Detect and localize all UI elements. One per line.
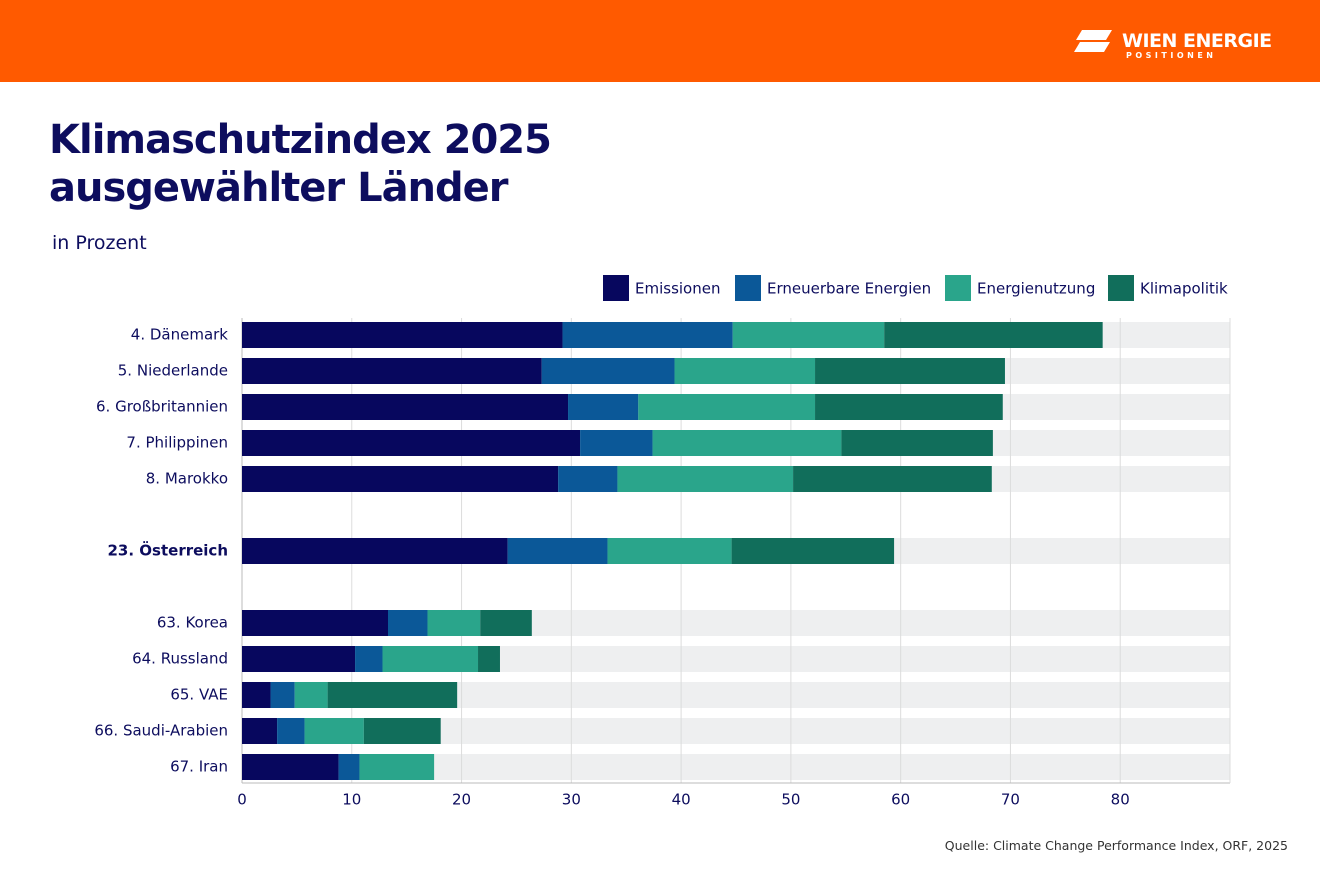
source-note: Quelle: Climate Change Performance Index…	[944, 838, 1288, 853]
legend-label: Emissionen	[635, 280, 720, 298]
header-band	[0, 0, 1320, 82]
bar-segment	[607, 538, 732, 564]
bar-segment	[242, 358, 542, 384]
y-tick-label: 5. Niederlande	[118, 362, 228, 380]
bar-segment	[652, 430, 842, 456]
bar-segment	[242, 394, 569, 420]
x-tick-label: 80	[1111, 791, 1130, 809]
y-tick-label: 65. VAE	[170, 686, 228, 704]
y-tick-label: 67. Iran	[170, 758, 228, 776]
bar-segment	[731, 538, 895, 564]
y-tick-label: 8. Marokko	[146, 470, 228, 488]
bar-segment	[242, 430, 581, 456]
chart-subtitle: in Prozent	[52, 232, 147, 254]
bar-segment	[580, 430, 653, 456]
y-tick-label: 23. Österreich	[108, 541, 229, 560]
legend-swatch	[945, 275, 971, 301]
bar-segment	[568, 394, 639, 420]
y-tick-label: 66. Saudi-Arabien	[94, 722, 228, 740]
bar-segment	[270, 682, 295, 708]
y-tick-label: 6. Großbritannien	[96, 398, 228, 416]
bar-segment	[674, 358, 816, 384]
bar-segment	[841, 430, 993, 456]
bar-segment	[327, 682, 458, 708]
legend-label: Klimapolitik	[1140, 280, 1228, 298]
bar-segment	[359, 754, 435, 780]
bar-segment	[242, 322, 563, 348]
x-tick-label: 0	[237, 791, 247, 809]
x-tick-label: 50	[781, 791, 800, 809]
bar-segment	[478, 646, 500, 672]
x-tick-label: 30	[562, 791, 581, 809]
legend-swatch	[1108, 275, 1134, 301]
bar-segment	[277, 718, 305, 744]
bar-segment	[388, 610, 428, 636]
bar-segment	[242, 646, 356, 672]
bar-segment	[732, 322, 885, 348]
bar-segment	[242, 466, 559, 492]
bar-segment	[815, 394, 1003, 420]
bar-segment	[304, 718, 364, 744]
x-tick-label: 60	[891, 791, 910, 809]
bar-segment	[884, 322, 1103, 348]
brand-name: WIEN ENERGIE	[1122, 30, 1272, 52]
bar-segment	[562, 322, 733, 348]
legend-label: Erneuerbare Energien	[767, 280, 931, 298]
legend-label: Energienutzung	[977, 280, 1095, 298]
y-tick-label: 64. Russland	[132, 650, 228, 668]
legend-swatch	[735, 275, 761, 301]
x-tick-label: 10	[342, 791, 361, 809]
bar-segment	[242, 718, 278, 744]
legend-swatch	[603, 275, 629, 301]
bar-segment	[617, 466, 794, 492]
y-tick-label: 4. Dänemark	[131, 326, 229, 344]
bar-segment	[815, 358, 1005, 384]
brand-logo	[1074, 30, 1112, 52]
bar-segment	[638, 394, 816, 420]
brand-tagline: POSITIONEN	[1126, 51, 1217, 60]
bar-segment	[541, 358, 675, 384]
bar-segment	[793, 466, 992, 492]
bar-segment	[507, 538, 608, 564]
bar-segment	[558, 466, 618, 492]
bar-segment	[242, 610, 389, 636]
x-tick-label: 70	[1001, 791, 1020, 809]
bar-segment	[242, 754, 339, 780]
chart-title: Klimaschutzindex 2025 ausgewählter Lände…	[49, 117, 552, 211]
x-tick-label: 20	[452, 791, 471, 809]
bar-segment	[427, 610, 481, 636]
bar-segment	[363, 718, 441, 744]
y-tick-label: 7. Philippinen	[126, 434, 228, 452]
bar-segment	[338, 754, 360, 780]
bar-segment	[242, 538, 508, 564]
y-tick-label: 63. Korea	[157, 614, 228, 632]
bar-segment	[382, 646, 479, 672]
bar-segment	[355, 646, 383, 672]
bar-segment	[294, 682, 328, 708]
bar-segment	[242, 682, 271, 708]
bar-segment	[480, 610, 532, 636]
x-tick-label: 40	[672, 791, 691, 809]
